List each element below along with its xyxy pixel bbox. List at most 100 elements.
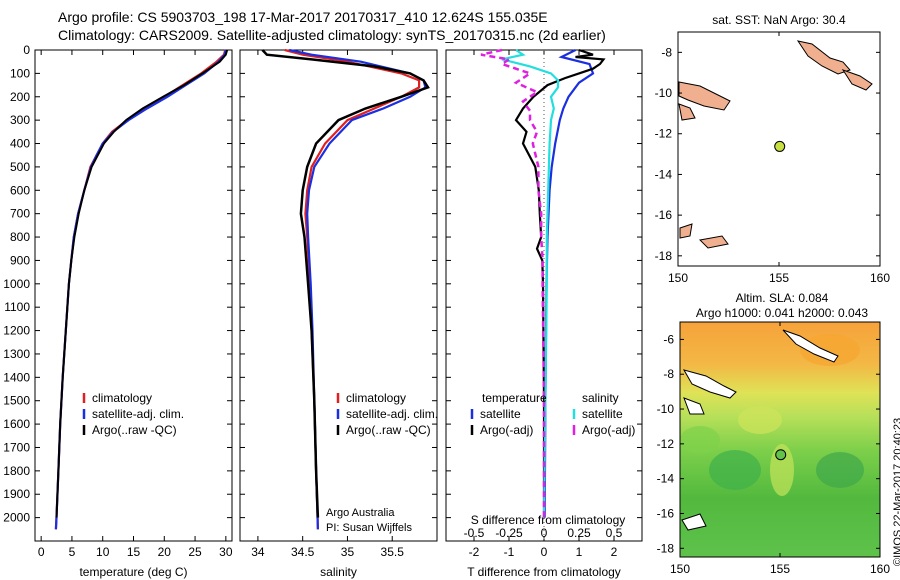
salinity-xtick-label: 35.5	[381, 545, 405, 559]
sst-map-island	[678, 81, 731, 111]
depth-tick-label: 200	[10, 90, 30, 104]
sla-map-island	[683, 397, 705, 415]
sst-map-argo-marker	[774, 140, 786, 152]
depth-tick-label: 600	[10, 183, 30, 197]
sst-map-island	[841, 69, 873, 91]
depth-tick-label: 1200	[3, 324, 30, 338]
tdiff-legend-title: temperature	[482, 391, 547, 405]
tdiff-xtick-label: -2	[469, 545, 480, 559]
salinity-legend-entry: climatology	[346, 391, 406, 405]
sst-map-xtick-label: 150	[668, 271, 688, 285]
temperature-xtick-label: 30	[219, 545, 233, 559]
sst-map-island	[796, 40, 851, 75]
sla-map-blob	[709, 450, 761, 490]
sst-map-ytick-label: -8	[661, 45, 672, 59]
salinity-legend-entry: satellite-adj. clim.	[346, 407, 438, 421]
salinity-xtick-label: 35	[341, 545, 355, 559]
depth-tick-label: 1800	[3, 464, 30, 478]
salinity-argo-line	[261, 49, 430, 518]
temperature-xtick-label: 20	[158, 545, 172, 559]
depth-tick-label: 900	[10, 253, 30, 267]
temperature-xtick-label: 15	[127, 545, 141, 559]
depth-tick-label: 1000	[3, 277, 30, 291]
tdiff-xtick-label: 2	[611, 545, 618, 559]
depth-tick-label: 2000	[3, 511, 30, 525]
sdiff-satellite-line	[501, 49, 560, 518]
sla-map-island	[681, 513, 707, 531]
sla-map-ytick-label: -6	[663, 332, 674, 346]
tdiff-xtick-label: 1	[576, 545, 583, 559]
salinity-climatology-line	[284, 48, 421, 530]
sla-map-title-line2: Argo h1000: 0.041 h2000: 0.043	[696, 306, 868, 320]
depth-tick-label: 1300	[3, 347, 30, 361]
salinity-legend-entry: Argo(..raw -QC)	[346, 423, 431, 437]
temperature-argo-line	[55, 49, 229, 518]
depth-tick-label: 300	[10, 113, 30, 127]
salinity-axis-label: salinity	[320, 565, 357, 579]
sdiff-argo-line	[480, 48, 546, 518]
temperature-legend-entry: Argo(..raw -QC)	[92, 423, 177, 437]
sst-map-ytick-label: -10	[655, 86, 673, 100]
temperature-climatology-line	[54, 49, 227, 530]
sdiff-tick-label: 0	[541, 526, 548, 540]
salinity-panel-frame	[239, 49, 438, 542]
sst-map-island	[679, 223, 693, 239]
depth-tick-label: 100	[10, 66, 30, 80]
tdiff-xtick-label: 0	[541, 545, 548, 559]
temperature-xtick-label: 5	[69, 545, 76, 559]
temperature-panel-frame	[34, 49, 233, 542]
sla-map-xtick-label: 150	[670, 562, 690, 576]
sla-map-island	[682, 369, 737, 399]
argo-australia-annotation: Argo Australia	[326, 507, 395, 519]
sdiff-legend-title: salinity	[582, 391, 619, 405]
depth-tick-label: 1100	[4, 300, 30, 314]
sla-map-ytick-label: -8	[663, 367, 674, 381]
depth-tick-label: 1700	[3, 440, 30, 454]
salinity-xtick-label: 34	[251, 545, 265, 559]
sla-map-ytick-label: -14	[657, 472, 675, 486]
tdiff-axis-label: T difference from climatology	[467, 565, 621, 579]
temperature-legend-entry: satellite-adj. clim.	[92, 407, 184, 421]
sst-map-ytick-label: -12	[655, 127, 673, 141]
depth-tick-label: 400	[10, 137, 30, 151]
depth-tick-label: 0	[23, 43, 30, 57]
temperature-xtick-label: 10	[96, 545, 110, 559]
sla-map-xtick-label: 155	[770, 562, 790, 576]
sst-map-xtick-label: 160	[870, 271, 890, 285]
sdiff-tick-label: 0.5	[606, 526, 623, 540]
salinity-xtick-label: 34.5	[291, 545, 315, 559]
tdiff-legend-entry: satellite	[480, 407, 521, 421]
temperature-legend-entry: climatology	[92, 391, 152, 405]
sdiff-axis-label: S difference from climatology	[471, 513, 626, 527]
sla-map-blob	[800, 334, 860, 366]
sla-map-ytick-label: -18	[657, 541, 675, 555]
sst-map-island	[698, 235, 729, 249]
depth-tick-label: 700	[10, 207, 30, 221]
sla-map-argo-marker	[775, 449, 787, 461]
sla-map-ytick-label: -12	[657, 437, 675, 451]
sla-map-xtick-label: 160	[870, 562, 890, 576]
sdiff-tick-label: -0.5	[464, 526, 485, 540]
sdiff-tick-label: -0.25	[495, 526, 523, 540]
sst-map-ytick-label: -18	[655, 249, 673, 263]
header-line1: Argo profile: CS 5903703_198 17-Mar-2017…	[58, 9, 548, 25]
sdiff-tick-label: 0.25	[567, 526, 591, 540]
header-line2: Climatology: CARS2009. Satellite-adjuste…	[58, 27, 606, 43]
sla-map-ytick-label: -16	[657, 506, 675, 520]
tdiff-argo-line	[514, 48, 606, 518]
depth-tick-label: 800	[10, 230, 30, 244]
temperature-xtick-label: 0	[38, 545, 45, 559]
sst-map-xtick-label: 155	[769, 271, 789, 285]
sla-map-blob	[738, 406, 782, 434]
sst-map-ytick-label: -14	[655, 167, 673, 181]
sla-map-island	[782, 329, 839, 363]
sdiff-legend-entry: Argo(-adj)	[582, 423, 635, 437]
temperature-xtick-label: 25	[188, 545, 202, 559]
sla-map-blob	[680, 426, 720, 454]
tdiff-xtick-label: -1	[504, 545, 515, 559]
sdiff-legend-entry: satellite	[582, 407, 623, 421]
temperature-satellite-line	[54, 49, 227, 530]
depth-tick-label: 1600	[3, 417, 30, 431]
depth-tick-label: 500	[10, 160, 30, 174]
tdiff-legend-entry: Argo(-adj)	[480, 423, 533, 437]
